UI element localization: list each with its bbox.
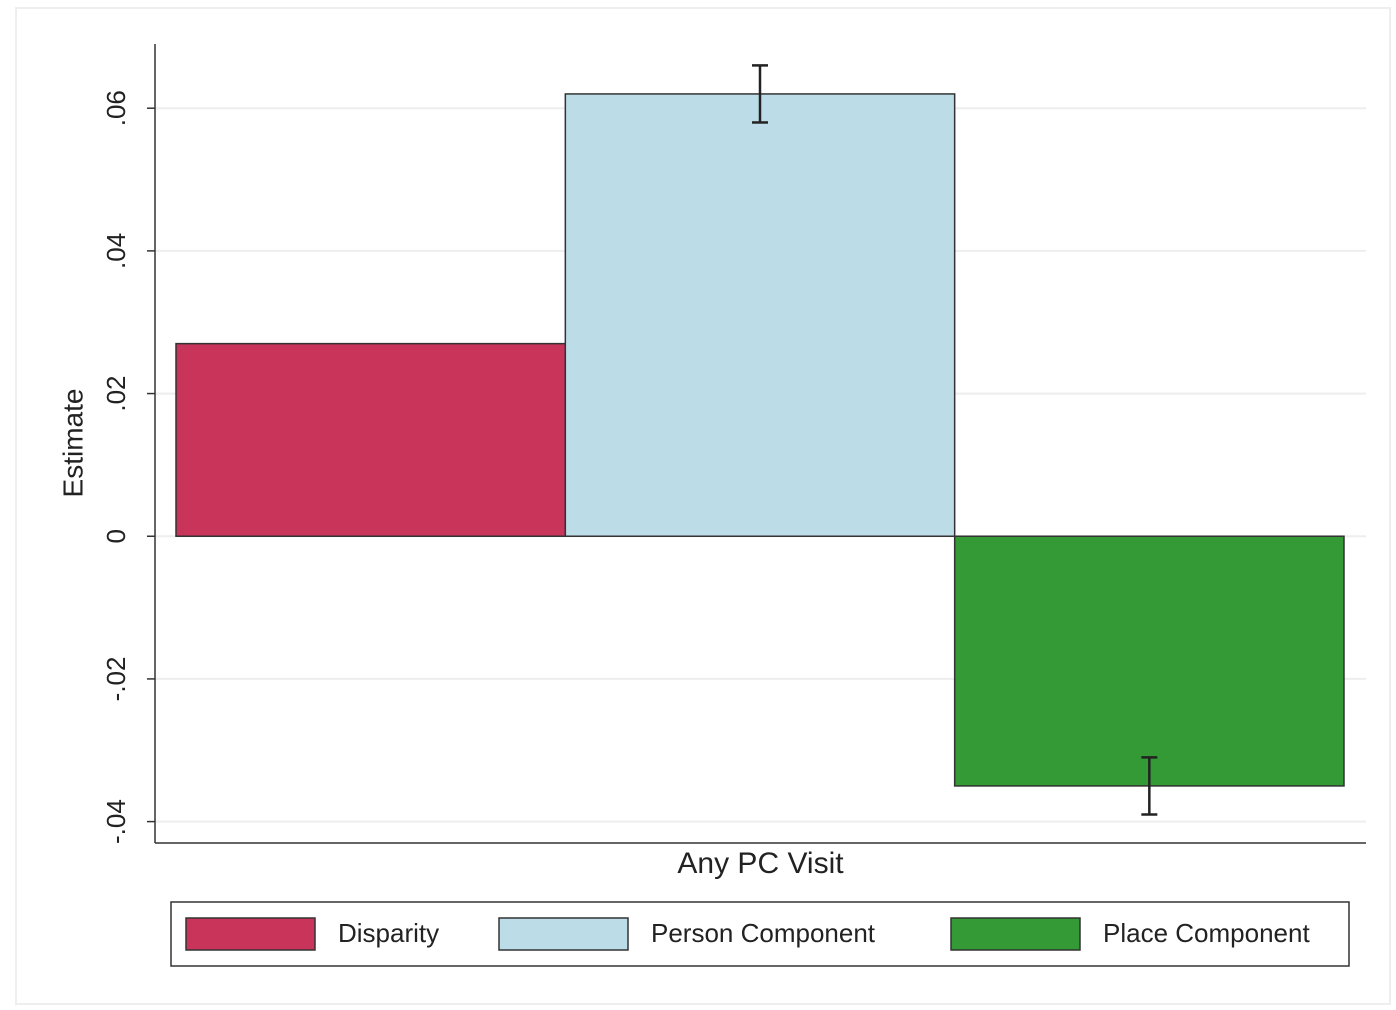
bar [953, 535, 1345, 787]
error-bar [752, 64, 768, 124]
y-axis-label: Estimate [57, 389, 88, 498]
legend-swatch [950, 917, 1081, 951]
legend-swatch [498, 917, 629, 951]
legend-box [170, 901, 1350, 967]
y-tick-label: 0 [101, 529, 131, 543]
error-bar [1141, 756, 1158, 816]
legend-label: Place Component [1103, 918, 1310, 948]
y-tick-label: -.02 [101, 657, 131, 702]
x-category-label: Any PC Visit [677, 847, 844, 880]
legend-label: Person Component [651, 918, 876, 948]
y-tick-label: .04 [101, 233, 131, 269]
y-tick-label: .06 [101, 90, 131, 126]
legend-label: Disparity [338, 918, 439, 948]
bar [175, 342, 567, 537]
y-tick-label: .02 [101, 375, 131, 411]
legend-swatch [185, 917, 316, 951]
y-tick-label: -.04 [101, 799, 131, 844]
bar [564, 93, 956, 537]
